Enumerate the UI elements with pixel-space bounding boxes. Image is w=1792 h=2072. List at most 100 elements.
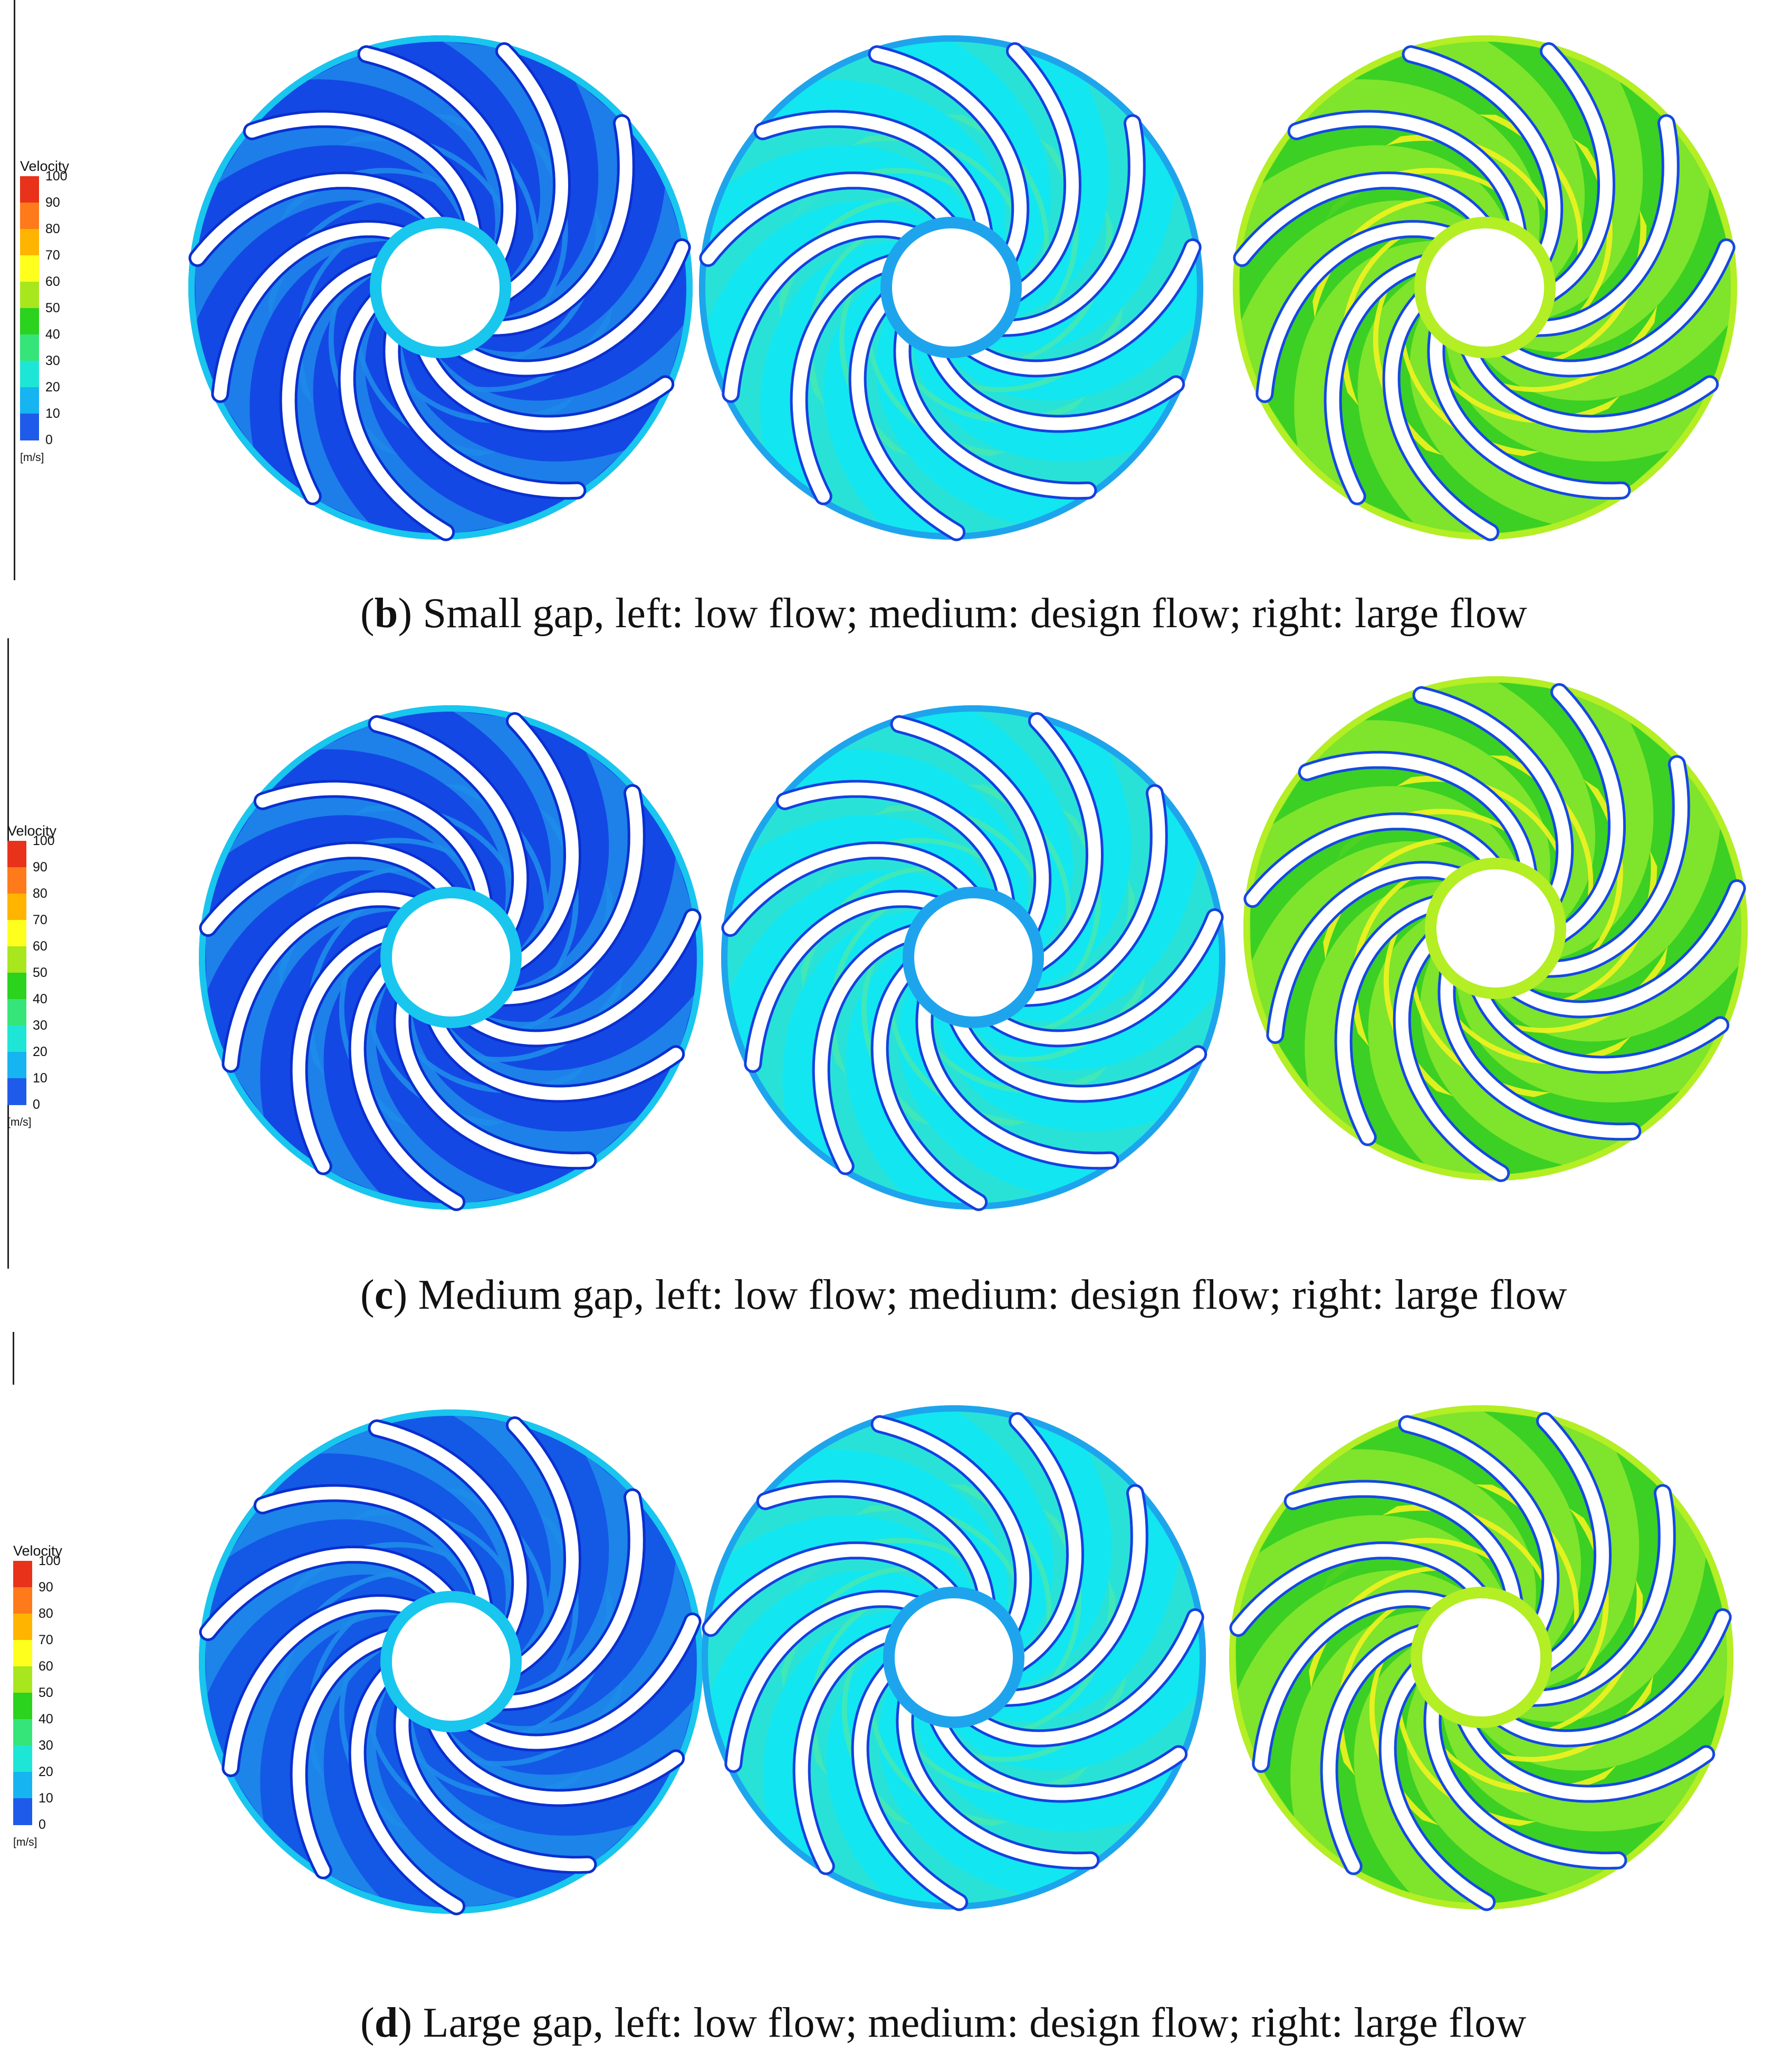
impeller-blade bbox=[704, 1544, 960, 1635]
legend-tick-label: 90 bbox=[39, 1580, 53, 1595]
legend-color-segment bbox=[20, 387, 39, 414]
impeller-blade bbox=[851, 290, 963, 539]
legend-color-segment bbox=[13, 1640, 32, 1667]
legend-color-segment bbox=[20, 229, 39, 256]
legend-color-segment bbox=[13, 1772, 32, 1799]
impeller-blade bbox=[1536, 1415, 1609, 1673]
velocity-band bbox=[1463, 1693, 1726, 1795]
impeller-blade bbox=[224, 893, 424, 1070]
impeller-blade bbox=[1507, 881, 1743, 1016]
impeller-blade bbox=[1269, 864, 1469, 1041]
impeller-small-gap-large-flow bbox=[1233, 35, 1737, 541]
impeller-blade bbox=[1006, 45, 1079, 303]
legend-color-segment bbox=[20, 255, 39, 282]
legend-tick-label: 90 bbox=[33, 860, 47, 875]
caption-small-gap: (b) Small gap, left: low flow; medium: d… bbox=[360, 590, 1528, 637]
impeller-blade bbox=[1426, 1692, 1625, 1867]
legend-title: Velocity bbox=[7, 823, 57, 839]
legend-color-segment bbox=[13, 1561, 32, 1588]
impeller-small-gap-design-flow bbox=[699, 35, 1203, 541]
velocity-band bbox=[1477, 964, 1740, 1066]
velocity-streak bbox=[296, 222, 377, 406]
impeller-blade bbox=[702, 174, 957, 265]
impeller-blade bbox=[340, 290, 453, 539]
velocity-band bbox=[955, 993, 1218, 1095]
legend-tick-label: 40 bbox=[33, 992, 47, 1006]
hub-hole bbox=[892, 228, 1010, 347]
legend-tick-label: 70 bbox=[33, 913, 47, 927]
impeller-blade bbox=[792, 255, 901, 503]
impeller-blade bbox=[370, 1422, 527, 1642]
legend-color-segment bbox=[13, 1587, 32, 1614]
caption-letter: b bbox=[374, 590, 398, 637]
impeller-blade bbox=[351, 1664, 463, 1913]
impeller-blade bbox=[462, 910, 699, 1045]
legend-unit: [m/s] bbox=[7, 1116, 32, 1128]
impeller-blade bbox=[191, 174, 447, 265]
caption-letter: c bbox=[374, 1272, 394, 1318]
legend-color-segment bbox=[20, 361, 39, 388]
legend-tick-label: 10 bbox=[39, 1791, 53, 1806]
impeller-blade bbox=[506, 715, 579, 973]
impeller-medium-gap-low-flow bbox=[199, 705, 703, 1211]
hub-hole bbox=[1426, 228, 1544, 347]
impeller-blade bbox=[214, 223, 414, 400]
legend-color-segment bbox=[20, 282, 39, 309]
impeller-blade bbox=[1232, 1544, 1488, 1635]
impeller-blade bbox=[727, 1593, 927, 1770]
impeller-blade bbox=[1550, 686, 1624, 944]
left-rule-d bbox=[13, 1332, 14, 1385]
impeller-blade bbox=[870, 47, 1027, 268]
legend-tick-label: 30 bbox=[33, 1018, 47, 1033]
legend-color-segment bbox=[20, 414, 39, 440]
impeller-blade bbox=[1461, 341, 1717, 430]
impeller-medium-gap-design-flow bbox=[721, 705, 1225, 1211]
legend-tick-label: 100 bbox=[39, 1553, 61, 1568]
hub-hole bbox=[914, 898, 1032, 1016]
impeller-blade bbox=[929, 1711, 1185, 1800]
impeller-blade bbox=[256, 1486, 491, 1616]
impeller-blade bbox=[370, 717, 527, 938]
impeller-blade bbox=[1496, 241, 1733, 375]
impeller-blade bbox=[1526, 117, 1677, 335]
impeller-blade bbox=[927, 341, 1183, 430]
impeller-blade bbox=[1300, 753, 1536, 882]
impeller-blade bbox=[994, 1486, 1146, 1705]
impeller-blade bbox=[396, 992, 595, 1167]
hub-hole bbox=[392, 1603, 510, 1721]
impeller-blade bbox=[245, 112, 481, 242]
caption-medium-gap: (c) Medium gap, left: low flow; medium: … bbox=[360, 1272, 1567, 1318]
velocity-streak bbox=[1337, 1592, 1418, 1776]
impeller-blade bbox=[224, 1597, 424, 1774]
legend-color-segment bbox=[7, 894, 26, 920]
impeller-blade bbox=[724, 844, 980, 935]
legend-tick-label: 0 bbox=[45, 433, 53, 447]
legend-tick-label: 40 bbox=[39, 1712, 53, 1726]
impeller-blade bbox=[873, 1417, 1030, 1638]
hub-hole bbox=[895, 1598, 1013, 1716]
impeller-blade bbox=[1492, 1610, 1729, 1745]
impeller-blade bbox=[1286, 1482, 1521, 1611]
impeller-blade bbox=[351, 960, 463, 1208]
legend-color-segment bbox=[20, 308, 39, 335]
legend-tick-label: 50 bbox=[33, 965, 47, 980]
velocity-band bbox=[433, 1697, 696, 1799]
legend-color-segment bbox=[7, 946, 26, 973]
impeller-blade bbox=[1014, 786, 1165, 1005]
legend-tick-label: 40 bbox=[45, 327, 60, 342]
hub-hole bbox=[392, 898, 510, 1016]
legend-tick-label: 100 bbox=[33, 833, 55, 848]
impeller-blade bbox=[756, 112, 991, 242]
legend-color-segment bbox=[13, 1719, 32, 1746]
legend-tick-label: 80 bbox=[33, 886, 47, 901]
impeller-blade bbox=[1522, 1486, 1673, 1705]
impeller-blade bbox=[396, 1696, 595, 1872]
legend-tick-label: 60 bbox=[33, 939, 47, 954]
legend-color-segment bbox=[20, 176, 39, 203]
velocity-streak bbox=[829, 892, 910, 1076]
velocity-streak bbox=[807, 222, 888, 406]
impeller-blade bbox=[724, 223, 924, 400]
legend-unit: [m/s] bbox=[13, 1836, 37, 1848]
legend-color-segment bbox=[7, 1025, 26, 1052]
impeller-blade bbox=[292, 1629, 401, 1877]
